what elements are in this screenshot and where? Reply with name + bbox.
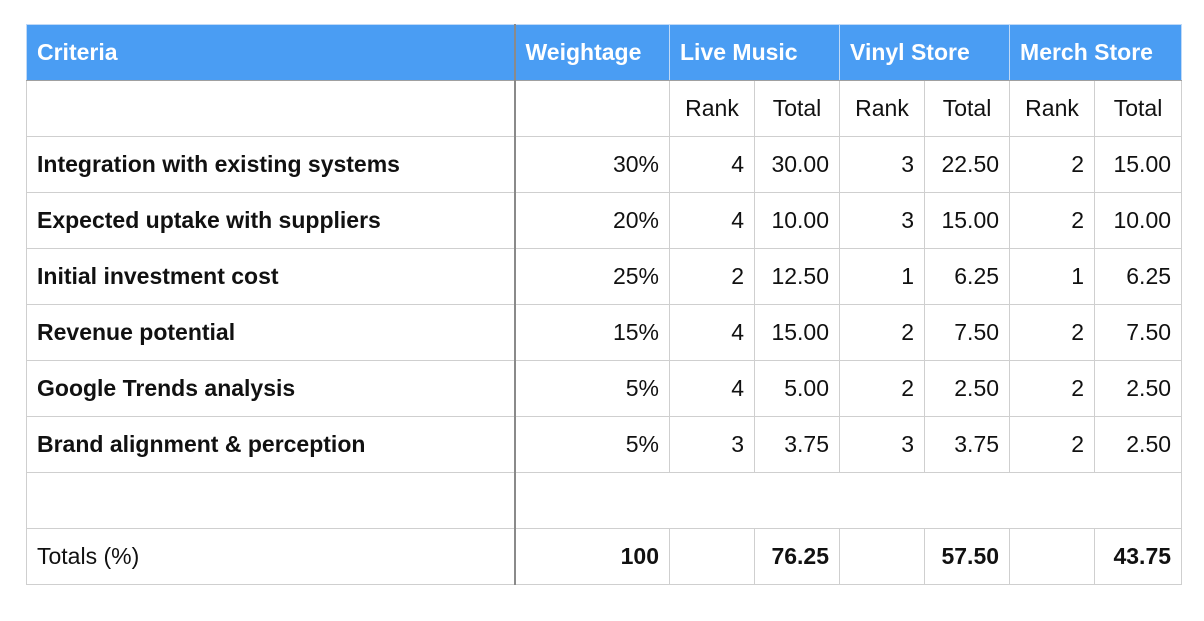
totals-row: Totals (%) 100 76.25 57.50 43.75 [26, 528, 1183, 585]
merch-rank-cell: 2 [1009, 360, 1096, 417]
weight-cell: 15% [514, 304, 670, 361]
blank-cell [26, 472, 516, 529]
merch-total-cell: 7.50 [1094, 304, 1183, 361]
weight-cell: 5% [514, 416, 670, 473]
live-total-cell: 3.75 [753, 416, 841, 473]
live-total-cell: 15.00 [753, 304, 841, 361]
blank-row [26, 472, 1183, 529]
live-total-cell: 10.00 [753, 192, 841, 249]
merch-total-cell: 2.50 [1094, 416, 1183, 473]
vinyl-rank-cell: 3 [839, 192, 926, 249]
subheader-live-total: Total [753, 80, 841, 137]
subheader-weightage-blank [514, 80, 670, 137]
weight-cell: 20% [514, 192, 670, 249]
vinyl-total-cell: 2.50 [924, 360, 1011, 417]
vinyl-total-cell: 3.75 [924, 416, 1011, 473]
vinyl-total-cell: 7.50 [924, 304, 1011, 361]
table-row: Integration with existing systems 30% 4 … [26, 136, 1183, 193]
merch-rank-cell: 1 [1009, 248, 1096, 305]
live-rank-cell: 4 [669, 192, 755, 249]
vinyl-rank-cell: 2 [839, 304, 926, 361]
totals-weight: 100 [514, 528, 670, 585]
table-row: Brand alignment & perception 5% 3 3.75 3… [26, 416, 1183, 473]
criteria-cell: Expected uptake with suppliers [26, 192, 516, 249]
header-live-music: Live Music [668, 24, 841, 81]
criteria-cell: Google Trends analysis [26, 360, 516, 417]
live-total-cell: 12.50 [753, 248, 841, 305]
subheader-vinyl-rank: Rank [839, 80, 926, 137]
totals-label: Totals (%) [26, 528, 516, 585]
weight-cell: 30% [514, 136, 670, 193]
vinyl-total-cell: 6.25 [924, 248, 1011, 305]
merch-rank-cell: 2 [1009, 192, 1096, 249]
decision-matrix-table: Criteria Weightage Live Music Vinyl Stor… [26, 24, 1183, 585]
subheader-row: Rank Total Rank Total Rank Total [26, 80, 1183, 137]
vinyl-rank-cell: 3 [839, 136, 926, 193]
table-row: Revenue potential 15% 4 15.00 2 7.50 2 7… [26, 304, 1183, 361]
merch-rank-cell: 2 [1009, 136, 1096, 193]
subheader-criteria-blank [26, 80, 516, 137]
merch-total-cell: 15.00 [1094, 136, 1183, 193]
merch-rank-cell: 2 [1009, 304, 1096, 361]
table-row: Initial investment cost 25% 2 12.50 1 6.… [26, 248, 1183, 305]
weight-cell: 5% [514, 360, 670, 417]
vinyl-total-cell: 15.00 [924, 192, 1011, 249]
merch-rank-cell: 2 [1009, 416, 1096, 473]
live-total-cell: 30.00 [753, 136, 841, 193]
live-rank-cell: 2 [669, 248, 755, 305]
header-weightage: Weightage [514, 24, 670, 81]
header-criteria: Criteria [26, 24, 516, 81]
criteria-cell: Brand alignment & perception [26, 416, 516, 473]
live-rank-cell: 4 [669, 304, 755, 361]
header-merch-store: Merch Store [1009, 24, 1183, 81]
subheader-live-rank: Rank [669, 80, 755, 137]
blank-cell [514, 472, 1183, 529]
header-row: Criteria Weightage Live Music Vinyl Stor… [26, 24, 1183, 81]
table-row: Google Trends analysis 5% 4 5.00 2 2.50 … [26, 360, 1183, 417]
vinyl-total-cell: 22.50 [924, 136, 1011, 193]
totals-live-total: 76.25 [753, 528, 841, 585]
criteria-cell: Integration with existing systems [26, 136, 516, 193]
merch-total-cell: 10.00 [1094, 192, 1183, 249]
totals-merch-total: 43.75 [1094, 528, 1183, 585]
totals-live-rank-blank [669, 528, 755, 585]
merch-total-cell: 2.50 [1094, 360, 1183, 417]
vinyl-rank-cell: 3 [839, 416, 926, 473]
merch-total-cell: 6.25 [1094, 248, 1183, 305]
subheader-vinyl-total: Total [924, 80, 1011, 137]
criteria-cell: Revenue potential [26, 304, 516, 361]
header-vinyl-store: Vinyl Store [839, 24, 1011, 81]
table-row: Expected uptake with suppliers 20% 4 10.… [26, 192, 1183, 249]
subheader-merch-total: Total [1094, 80, 1183, 137]
vinyl-rank-cell: 1 [839, 248, 926, 305]
totals-vinyl-total: 57.50 [924, 528, 1011, 585]
live-total-cell: 5.00 [753, 360, 841, 417]
live-rank-cell: 3 [669, 416, 755, 473]
live-rank-cell: 4 [669, 136, 755, 193]
live-rank-cell: 4 [669, 360, 755, 417]
subheader-merch-rank: Rank [1009, 80, 1096, 137]
totals-merch-rank-blank [1009, 528, 1096, 585]
criteria-cell: Initial investment cost [26, 248, 516, 305]
vinyl-rank-cell: 2 [839, 360, 926, 417]
totals-vinyl-rank-blank [839, 528, 926, 585]
weight-cell: 25% [514, 248, 670, 305]
